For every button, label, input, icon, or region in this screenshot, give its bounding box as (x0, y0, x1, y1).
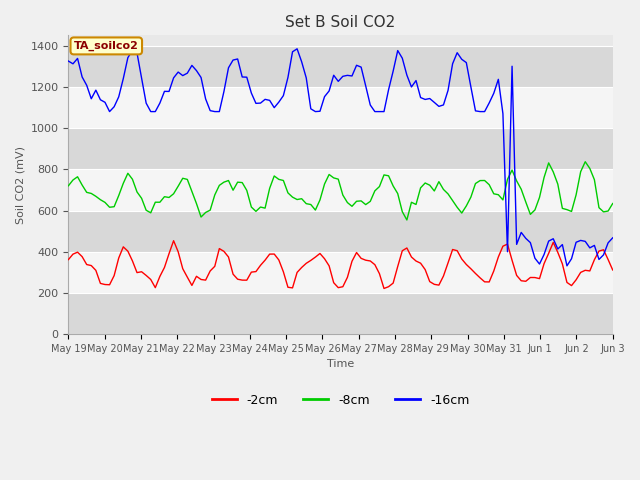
Y-axis label: Soil CO2 (mV): Soil CO2 (mV) (15, 146, 25, 224)
X-axis label: Time: Time (327, 360, 354, 370)
Bar (68, 87, 612, 128)
Bar (68, 293, 612, 334)
Legend: -2cm, -8cm, -16cm: -2cm, -8cm, -16cm (207, 389, 474, 411)
Bar (68, 169, 612, 211)
Title: Set B Soil CO2: Set B Soil CO2 (285, 15, 396, 30)
Bar (68, 128, 612, 169)
Bar (68, 211, 612, 252)
Bar (68, 252, 612, 293)
Text: TA_soilco2: TA_soilco2 (74, 41, 139, 51)
Bar (68, 46, 612, 87)
